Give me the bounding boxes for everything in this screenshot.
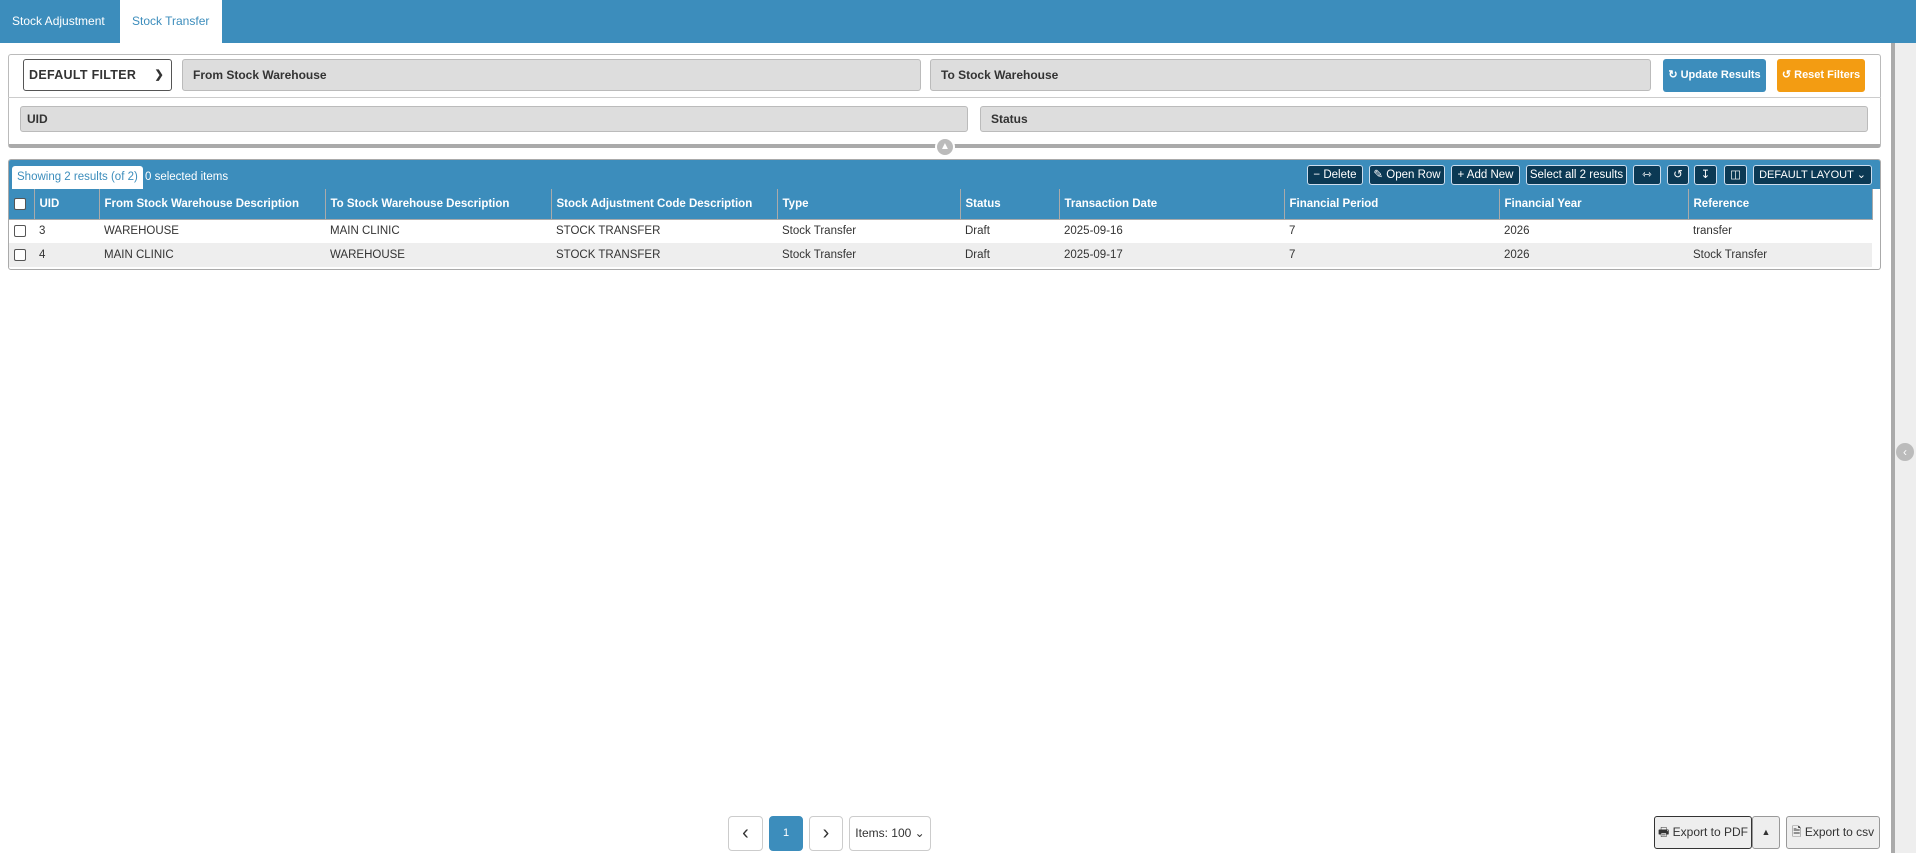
- results-grid: Showing 2 results (of 2) 0 selected item…: [8, 159, 1881, 270]
- column-header[interactable]: Status: [960, 189, 1060, 220]
- filter-divider: [8, 97, 1881, 98]
- column-header[interactable]: Stock Adjustment Code Description: [551, 189, 778, 220]
- delete-button[interactable]: − Delete: [1307, 165, 1363, 185]
- export-options-caret[interactable]: ▲: [1752, 816, 1780, 849]
- cell: 2025-09-17: [1059, 243, 1284, 267]
- tab-stock-transfer[interactable]: Stock Transfer: [120, 0, 222, 43]
- prev-page-button[interactable]: ‹: [728, 816, 763, 851]
- export-csv-button[interactable]: 🗎 Export to csv: [1786, 816, 1880, 849]
- table-row[interactable]: 4 MAIN CLINIC WAREHOUSE STOCK TRANSFER S…: [9, 243, 1872, 267]
- column-header[interactable]: To Stock Warehouse Description: [325, 189, 552, 220]
- select-all-button[interactable]: Select all 2 results: [1526, 165, 1627, 185]
- cell: MAIN CLINIC: [99, 243, 325, 267]
- add-new-button[interactable]: + Add New: [1451, 165, 1520, 185]
- results-count: Showing 2 results (of 2): [12, 166, 143, 189]
- column-header[interactable]: Financial Year: [1499, 189, 1689, 220]
- chevron-down-icon: ⌄: [911, 826, 925, 840]
- cell: 2026: [1504, 225, 1530, 238]
- chevron-down-icon: ⌄: [1853, 169, 1866, 181]
- refresh-icon: ↻: [1668, 69, 1681, 81]
- column-header[interactable]: Transaction Date: [1059, 189, 1285, 220]
- header-row: UID From Stock Warehouse Description To …: [9, 189, 1873, 220]
- edit-icon: ✎: [1373, 169, 1387, 181]
- results-table: UID From Stock Warehouse Description To …: [9, 189, 1873, 267]
- fit-columns-icon[interactable]: ⇿: [1633, 165, 1661, 185]
- cell: 4: [34, 243, 99, 267]
- row-checkbox[interactable]: [9, 243, 34, 267]
- tab-stock-adjustment[interactable]: Stock Adjustment: [12, 14, 105, 28]
- cell: transfer: [1693, 225, 1732, 238]
- items-per-page-select[interactable]: Items: 100 ⌄: [849, 816, 931, 851]
- cell: 2026: [1499, 243, 1688, 267]
- tab-bar: [0, 0, 1916, 43]
- filter-preset-value: DEFAULT FILTER: [29, 68, 137, 82]
- from-warehouse-filter[interactable]: From Stock Warehouse: [182, 59, 921, 91]
- cell: 7: [1284, 243, 1499, 267]
- update-results-button[interactable]: ↻ Update Results: [1663, 59, 1766, 92]
- cell: STOCK TRANSFER: [556, 225, 661, 238]
- expand-side-panel-icon[interactable]: ‹: [1896, 443, 1914, 461]
- sort-icon[interactable]: ↧: [1694, 165, 1717, 185]
- to-warehouse-filter[interactable]: To Stock Warehouse: [930, 59, 1651, 91]
- page-1-button[interactable]: 1: [769, 816, 803, 851]
- cell: 7: [1289, 225, 1296, 238]
- printer-icon: 🖶: [1657, 825, 1673, 839]
- cell: Draft: [960, 243, 1059, 267]
- cell: 2025-09-16: [1064, 225, 1123, 238]
- columns-icon[interactable]: ◫: [1724, 165, 1747, 185]
- side-panel-divider[interactable]: [1891, 43, 1895, 853]
- selected-count: 0 selected items: [145, 171, 229, 183]
- csv-file-icon: 🗎: [1791, 825, 1805, 839]
- reset-icon[interactable]: ↺: [1667, 165, 1689, 185]
- next-page-button[interactable]: ›: [809, 816, 843, 851]
- chevron-down-icon: ❯: [154, 69, 164, 81]
- cell: Stock Transfer: [1688, 243, 1872, 267]
- table-row[interactable]: 3 WAREHOUSE MAIN CLINIC STOCK TRANSFER S…: [9, 219, 1872, 243]
- column-header[interactable]: UID: [34, 189, 100, 220]
- column-header[interactable]: Reference: [1688, 189, 1873, 220]
- reset-filters-button[interactable]: ↺ Reset Filters: [1777, 59, 1865, 92]
- open-row-button[interactable]: ✎ Open Row: [1369, 165, 1445, 185]
- export-pdf-button[interactable]: 🖶 Export to PDF: [1654, 816, 1752, 849]
- column-header[interactable]: From Stock Warehouse Description: [99, 189, 326, 220]
- cell: Draft: [965, 225, 990, 238]
- cell: WAREHOUSE: [325, 243, 551, 267]
- status-filter[interactable]: Status: [980, 106, 1868, 132]
- row-checkbox[interactable]: [9, 219, 34, 243]
- select-all-checkbox[interactable]: [9, 189, 35, 220]
- cell: Stock Transfer: [777, 243, 960, 267]
- cell: WAREHOUSE: [104, 225, 179, 238]
- minus-icon: −: [1313, 169, 1324, 181]
- layout-dropdown[interactable]: DEFAULT LAYOUT ⌄: [1753, 165, 1872, 185]
- column-header[interactable]: Type: [777, 189, 961, 220]
- cell: MAIN CLINIC: [330, 225, 400, 238]
- collapse-filters-icon[interactable]: ▲: [935, 137, 955, 157]
- column-header[interactable]: Financial Period: [1284, 189, 1500, 220]
- plus-icon: +: [1457, 169, 1467, 181]
- cell: Stock Transfer: [782, 225, 857, 238]
- filter-preset-select[interactable]: DEFAULT FILTER ❯: [23, 59, 172, 91]
- uid-filter[interactable]: UID: [20, 106, 968, 132]
- cell: STOCK TRANSFER: [551, 243, 777, 267]
- undo-icon: ↺: [1781, 69, 1795, 81]
- cell: 3: [39, 225, 46, 238]
